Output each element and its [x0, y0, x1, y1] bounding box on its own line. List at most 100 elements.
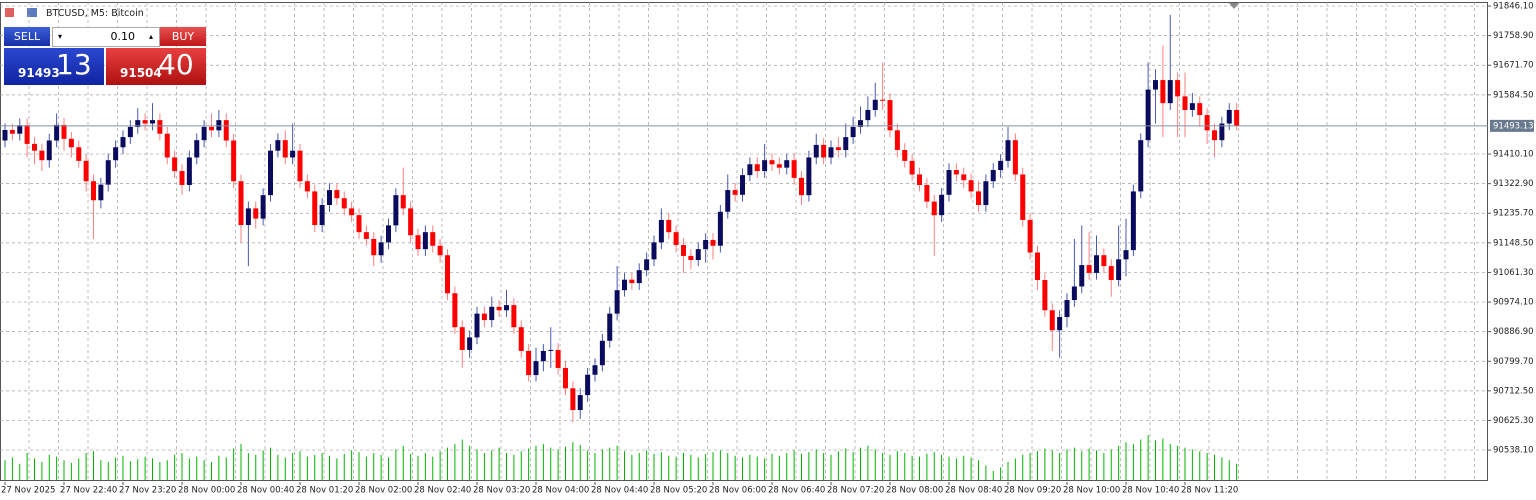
candle-body [939, 194, 945, 216]
candle-body [319, 204, 325, 226]
candle-body [275, 140, 281, 151]
y-tick-label: 91846.10 [1493, 2, 1534, 12]
candle-body [32, 143, 37, 151]
candle-body [363, 232, 369, 239]
candle-body [312, 191, 318, 226]
x-tick-label: 28 Nov 06:00 [709, 486, 766, 496]
candle-body [577, 395, 583, 411]
candle-body [496, 306, 502, 311]
candle-body [688, 255, 694, 260]
buy-price[interactable]: 91504 40 [106, 48, 206, 85]
candle-body [386, 225, 391, 243]
candle-body [976, 191, 981, 205]
x-tick-label: 28 Nov 11:20 [1181, 486, 1238, 496]
candle-body [548, 349, 554, 351]
candle-body [1204, 115, 1210, 131]
candle-body [120, 137, 126, 148]
sell-price-pips: 13 [56, 48, 92, 81]
candle-body [1027, 219, 1033, 253]
candle-body [245, 208, 251, 226]
x-tick-label: 28 Nov 07:20 [827, 486, 884, 496]
candle-body [452, 293, 458, 328]
candle-body [91, 181, 96, 201]
lot-down[interactable]: ▾ [58, 32, 63, 41]
sell-button[interactable]: SELL [4, 27, 50, 46]
candle-body [968, 180, 974, 192]
candle-body [599, 340, 605, 366]
candle-body [113, 147, 119, 161]
candle-body [164, 133, 170, 158]
candle-body [378, 242, 384, 256]
candle-body [622, 279, 627, 291]
x-tick-label: 28 Nov 04:00 [532, 486, 589, 496]
candle-body [887, 100, 893, 131]
y-tick-label: 91758.90 [1493, 31, 1534, 41]
candle-body [1212, 130, 1217, 141]
candle-body [585, 374, 591, 396]
candle-body [253, 208, 259, 219]
candle-body [1160, 80, 1166, 104]
candle-body [445, 255, 450, 294]
candle-body [1012, 140, 1018, 175]
candle-body [917, 174, 922, 185]
y-tick-label: 91148.50 [1493, 238, 1534, 248]
candle-body [1020, 174, 1026, 220]
x-tick-label: 28 Nov 00:40 [237, 486, 294, 496]
candle-body [422, 232, 428, 250]
candle-body [983, 181, 989, 205]
candle-body [437, 245, 443, 256]
buy-button[interactable]: BUY [160, 27, 206, 46]
candle-body [83, 160, 89, 182]
bid-label: 91493.13 [1493, 121, 1534, 131]
candle-body [61, 124, 67, 139]
candle-body [504, 305, 509, 311]
candle-body [415, 235, 421, 250]
candle-body [186, 157, 192, 185]
plot-frame [0, 2, 1488, 481]
candle-body [24, 125, 30, 144]
x-tick-label: 28 Nov 09:20 [1004, 486, 1061, 496]
candle-body [1064, 300, 1070, 318]
candle-body [1079, 265, 1085, 287]
candle-body [843, 137, 849, 151]
candle-body [644, 259, 650, 271]
candle-body [1189, 103, 1195, 110]
lot-input[interactable]: ▾ 0.10 ▴ [52, 27, 160, 47]
candle-body [681, 245, 686, 256]
lot-up[interactable]: ▴ [148, 32, 153, 41]
candle-body [747, 164, 753, 176]
sell-price-main: 91493 [18, 66, 60, 80]
candle-body [518, 327, 524, 351]
candle-body [400, 195, 406, 209]
candle-body [784, 160, 790, 168]
candle-body [341, 198, 347, 209]
chart-title: BTCUSD, M5: Bitcoin [46, 8, 144, 19]
candle-body [769, 160, 775, 165]
candle-body [1057, 317, 1063, 331]
candle-body [290, 150, 296, 158]
icon [27, 8, 37, 17]
candle-body [1123, 250, 1129, 260]
candle-body [1182, 96, 1188, 110]
candle-body [9, 129, 15, 134]
candle-body [865, 109, 871, 121]
lot-value[interactable]: 0.10 [110, 30, 136, 43]
candle-body [39, 150, 45, 161]
candle-body [850, 126, 856, 138]
candle-body [150, 120, 155, 124]
candle-body [201, 126, 207, 141]
candle-body [238, 181, 244, 226]
candle-body [953, 170, 959, 175]
sell-price[interactable]: 91493 13 [4, 48, 104, 85]
candle-body [880, 99, 886, 101]
x-tick-label: 28 Nov 00:00 [178, 486, 235, 496]
candle-body [740, 175, 745, 195]
candle-body [555, 349, 561, 368]
candle-body [806, 157, 812, 196]
candle-body [998, 160, 1004, 171]
x-tick-label: 28 Nov 10:40 [1122, 486, 1179, 496]
y-tick-label: 91584.50 [1493, 90, 1534, 100]
candle-body [76, 147, 82, 161]
x-tick-label: 28 Nov 03:20 [473, 486, 530, 496]
candle-body [526, 350, 532, 376]
